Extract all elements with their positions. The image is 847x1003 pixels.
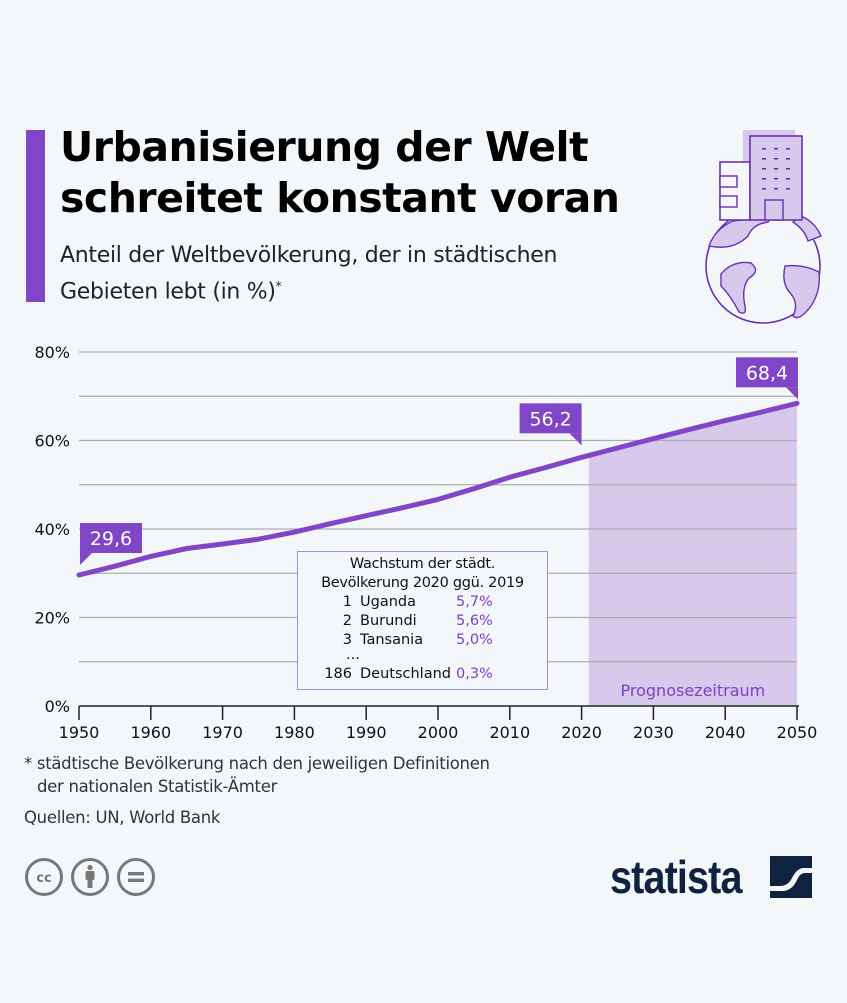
footnote: * städtische Bevölkerung nach den jeweil… [24, 752, 490, 798]
rank: 1 [342, 594, 352, 610]
attribution-icon[interactable] [70, 857, 110, 897]
x-tick-label: 2030 [633, 723, 674, 742]
inset-title-line-2: Bevölkerung 2020 ggü. 2019 [321, 575, 524, 591]
title-line-2: schreitet konstant voran [60, 174, 620, 222]
inset-title-line-1: Wachstum der städt. [349, 556, 496, 572]
title-accent-bar [26, 130, 45, 302]
license-icons: cc [24, 857, 156, 897]
growth-ranking-box: Wachstum der städt. Bevölkerung 2020 ggü… [297, 551, 548, 690]
footnote-marker: * [275, 279, 282, 293]
y-tick-label: 80% [34, 343, 70, 362]
ranking-row-germany: 186 Deutschland 0,3% [298, 665, 547, 684]
x-tick-label: 1950 [59, 723, 100, 742]
x-tick-label: 2010 [489, 723, 530, 742]
ranking-row: 1 Uganda 5,7% [298, 593, 547, 612]
x-tick-label: 2020 [561, 723, 602, 742]
sources: Quellen: UN, World Bank [24, 808, 221, 827]
country: Uganda [360, 594, 416, 610]
rank: 3 [342, 632, 352, 648]
ranking-ellipsis: ... [346, 647, 360, 663]
callout-tail [786, 387, 798, 400]
growth-value: 0,3% [456, 666, 493, 682]
callout-box [736, 357, 798, 388]
inset-title: Wachstum der städt. Bevölkerung 2020 ggü… [298, 552, 547, 593]
country: Tansania [360, 632, 424, 648]
statista-logo[interactable]: statista [610, 850, 812, 904]
value-callout: 56,2 [519, 403, 582, 446]
x-tick-label: 2050 [777, 723, 818, 742]
no-derivatives-icon[interactable] [116, 857, 156, 897]
ranking-row: 3 Tansania 5,0% [298, 631, 547, 650]
globe-with-building-icon [693, 126, 833, 326]
svg-text:cc: cc [36, 871, 51, 886]
footnote-line-1: * städtische Bevölkerung nach den jeweil… [24, 754, 490, 773]
subtitle-line-1: Anteil der Weltbevölkerung, der in städt… [60, 243, 558, 268]
y-tick-label: 40% [34, 520, 70, 539]
x-tick-label: 1980 [274, 723, 315, 742]
subtitle-line-2-text: Gebieten lebt (in %) [60, 279, 276, 305]
line-chart: Prognosezeitraum 0% 20% 40% 60% 80% 1950 1960 1… [0, 330, 847, 750]
footnote-line-2: der nationalen Statistik-Ämter [37, 777, 278, 796]
x-tick-label: 1990 [346, 723, 387, 742]
country: Burundi [360, 613, 417, 629]
cc-icon[interactable]: cc [24, 857, 64, 897]
callout-tail [80, 553, 92, 566]
callout-label: 29,6 [90, 528, 132, 550]
rank: 186 [324, 666, 352, 682]
callout-label: 68,4 [746, 362, 788, 384]
y-tick-label: 0% [45, 697, 70, 716]
growth-value: 5,6% [456, 613, 493, 629]
growth-value: 5,7% [456, 594, 493, 610]
x-tick-label: 2000 [418, 723, 459, 742]
brand-name: statista [610, 851, 743, 903]
statista-mark-icon [770, 856, 812, 898]
x-tick-label: 1960 [130, 723, 171, 742]
callout-box [80, 523, 142, 554]
x-tick-label: 1970 [202, 723, 243, 742]
rank: 2 [342, 613, 352, 629]
callout-box [519, 403, 582, 434]
value-callout: 68,4 [736, 357, 798, 400]
page-title: Urbanisierung der Welt schreitet konstan… [60, 122, 700, 224]
y-tick-label: 20% [34, 609, 70, 628]
forecast-area [588, 403, 797, 706]
callout-tail [569, 433, 582, 446]
y-tick-label: 60% [34, 432, 70, 451]
chart-canvas: Prognosezeitraum 0% 20% 40% 60% 80% 1950 1960 1… [34, 343, 818, 742]
ranking-row: 2 Burundi 5,6% [298, 612, 547, 631]
forecast-label: Prognosezeitraum [621, 681, 766, 700]
value-callout: 29,6 [80, 523, 142, 566]
x-tick-label: 2040 [705, 723, 746, 742]
country: Deutschland [360, 666, 451, 682]
title-line-1: Urbanisierung der Welt [60, 123, 589, 171]
callout-label: 56,2 [529, 408, 571, 430]
growth-value: 5,0% [456, 632, 493, 648]
subtitle: Anteil der Weltbevölkerung, der in städt… [60, 241, 680, 307]
subtitle-line-2: Gebieten lebt (in %)* [60, 271, 680, 307]
